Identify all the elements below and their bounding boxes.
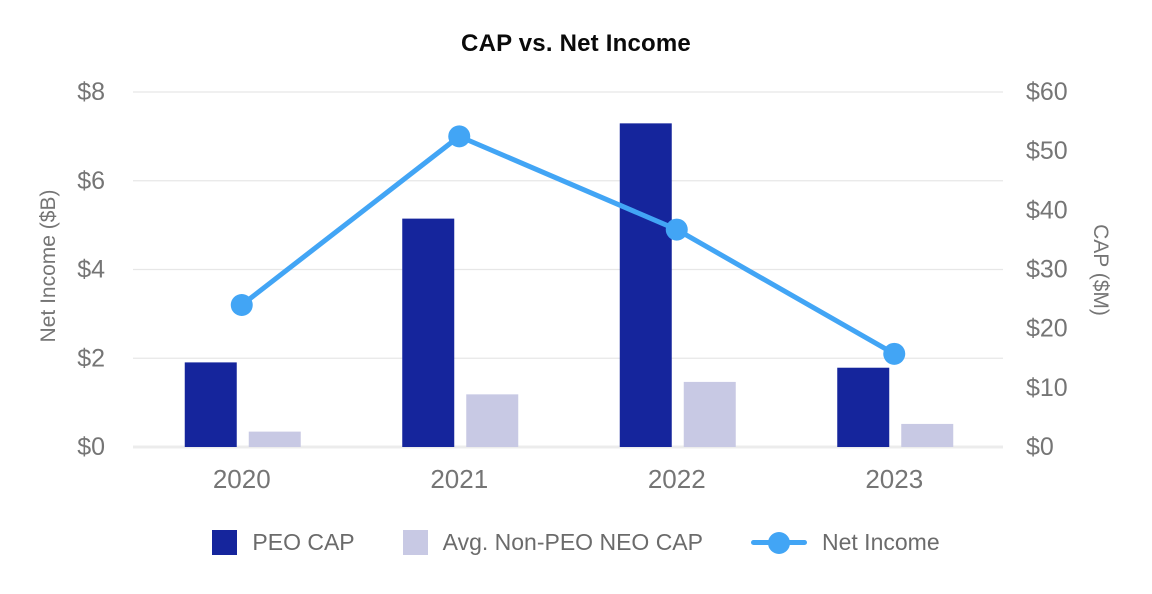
right-axis-tick-label: $20 [1026, 315, 1068, 343]
left-axis-title: Net Income ($B) [37, 189, 60, 343]
right-axis-title: CAP ($M) [1089, 224, 1112, 316]
left-axis-tick-label: $4 [77, 256, 105, 284]
left-axis-tick-label: $6 [77, 167, 105, 195]
bar-peo-cap [184, 362, 237, 447]
chart-title: CAP vs. Net Income [461, 30, 691, 57]
right-axis-tick-label: $10 [1026, 374, 1068, 402]
right-axis-tick-label: $30 [1026, 256, 1068, 284]
x-axis-label: 2023 [865, 464, 923, 494]
net-income-marker [665, 218, 688, 241]
legend-item-avg-non-peo-neo-cap: Avg. Non-PEO NEO CAP [402, 529, 703, 556]
legend-item-net-income: Net Income [751, 529, 940, 556]
left-axis-tick-label: $8 [77, 78, 105, 106]
x-axis-label: 2021 [430, 464, 488, 494]
net-income-line-dot-icon [751, 530, 807, 555]
x-axis-label: 2022 [648, 464, 706, 494]
x-axis-label: 2020 [213, 464, 271, 494]
chart-legend: PEO CAP Avg. Non-PEO NEO CAP Net Income [0, 529, 1152, 556]
net-income-marker [883, 342, 906, 365]
right-axis-tick-label: $60 [1026, 78, 1068, 106]
bar-avg-non-peo-neo-cap [683, 381, 736, 447]
bar-peo-cap [837, 367, 890, 447]
right-axis-tick-label: $0 [1026, 433, 1054, 461]
bar-avg-non-peo-neo-cap [901, 423, 954, 447]
net-income-line [239, 133, 897, 357]
right-axis-tick-label: $40 [1026, 196, 1068, 224]
left-axis-tick-label: $0 [77, 433, 105, 461]
left-axis-tick-label: $2 [77, 344, 105, 372]
bar-peo-cap [619, 123, 672, 447]
right-axis-tick-label: $50 [1026, 137, 1068, 165]
bar-avg-non-peo-neo-cap [466, 394, 519, 447]
net-income-marker [230, 294, 253, 316]
peo-cap-swatch-icon [212, 530, 238, 555]
bar-peo-cap [402, 218, 455, 447]
net-income-marker [448, 125, 471, 148]
legend-item-peo-cap: PEO CAP [212, 529, 355, 556]
legend-label-net-income: Net Income [822, 529, 940, 555]
bar-avg-non-peo-neo-cap [248, 431, 301, 447]
legend-label-peo-cap: PEO CAP [252, 529, 355, 555]
avg-non-peo-neo-cap-swatch-icon [402, 530, 428, 555]
legend-label-avg-non-peo-neo-cap: Avg. Non-PEO NEO CAP [442, 529, 703, 555]
